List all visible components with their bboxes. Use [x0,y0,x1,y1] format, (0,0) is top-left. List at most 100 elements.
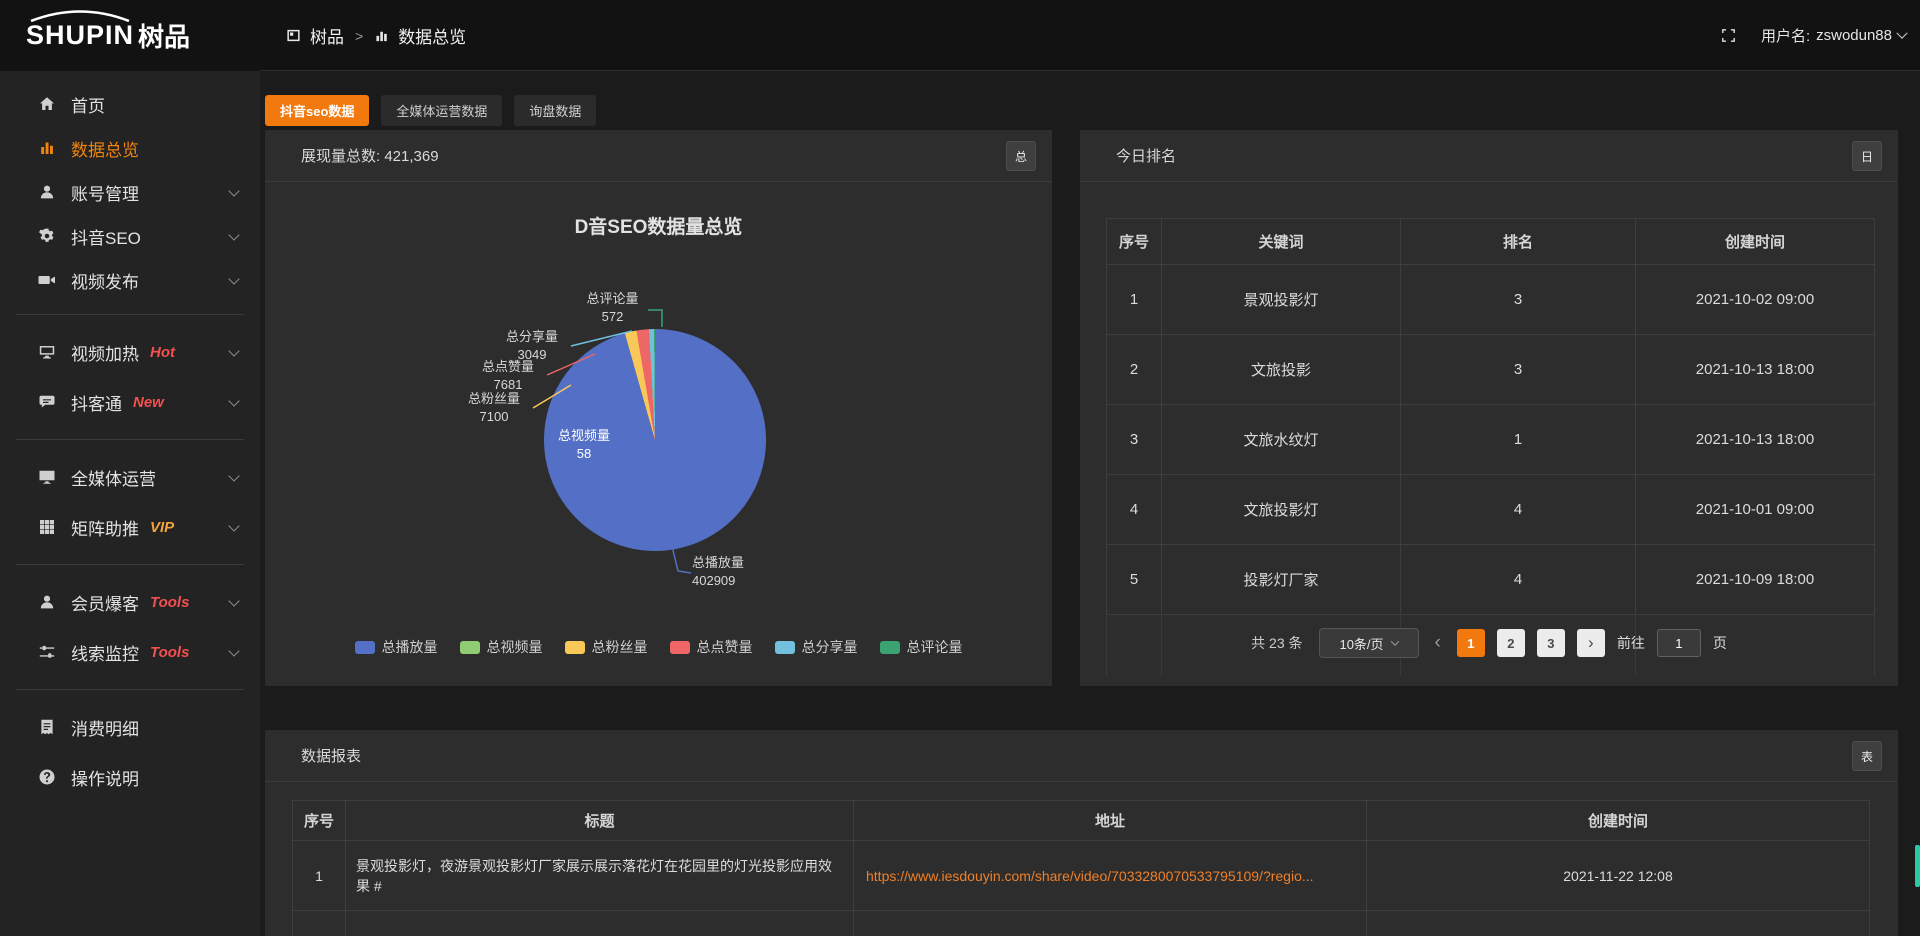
legend-swatch [774,640,795,654]
chevron-down-icon [228,469,240,482]
question-icon [39,769,55,785]
sidebar-item-video-heat[interactable]: 视频加热 Hot [0,327,260,377]
pagination: 共 23 条 10条/页 ‹ 1 2 3 › 前往 页 [1080,628,1898,658]
username-label: 用户名: [1760,28,1811,45]
sidebar-divider [16,689,244,690]
sidebar-item-video-publish[interactable]: 视频发布 [0,258,260,302]
pie-label-plays: 总播放量 402909 [692,555,745,588]
table-row: 5 投影灯厂家 4 2021-10-09 18:00 [1106,544,1875,615]
sidebar-divider [16,564,244,565]
home-icon [40,97,54,110]
table-row: 4 文旅投影灯 4 2021-10-01 09:00 [1106,474,1875,545]
report-table-header-row: 序号 标题 地址 创建时间 [292,800,1870,841]
badge-vip: VIP [150,518,175,536]
page-button-1[interactable]: 1 [1456,629,1485,657]
page-button-2[interactable]: 2 [1496,629,1525,657]
today-rank-header: 今日排名 日 [1080,130,1898,182]
user-menu[interactable]: 用户名: zswodun88 [1760,25,1908,46]
chevron-down-icon [228,394,240,407]
goto-page-input[interactable] [1656,629,1701,657]
sliders-icon [39,645,55,658]
legend-item-likes[interactable]: 总点赞量 [669,637,753,657]
chevron-down-icon [228,594,240,607]
impressions-panel-header: 展现量总数: 421,369 总 [265,130,1052,182]
grid-icon [40,520,54,534]
sidebar-item-clue-monitor[interactable]: 线索监控 Tools [0,627,260,677]
report-table: 序号 标题 地址 创建时间 1 景观投影灯，夜游景观投影灯厂家展示展示落花灯在花… [292,800,1870,936]
legend-item-shares[interactable]: 总分享量 [774,637,858,657]
legend-item-plays[interactable]: 总播放量 [354,637,438,657]
receipt-icon [41,719,53,735]
chevron-down-icon [228,644,240,657]
logo: SHUPIN 树品 [26,0,260,71]
chart-title: D音SEO数据量总览 [574,217,743,238]
sidebar-item-douketong[interactable]: 抖客通 New [0,377,260,427]
legend-item-comments[interactable]: 总评论量 [879,637,963,657]
sidebar-item-douyin-seo[interactable]: 抖音SEO [0,214,260,258]
sidebar-item-media-operation[interactable]: 全媒体运营 [0,452,260,502]
tab-media-operation-data[interactable]: 全媒体运营数据 [381,95,503,126]
table-row: 1 景观投影灯 3 2021-10-02 09:00 [1106,264,1875,335]
chevron-down-icon [1390,637,1399,646]
header-right: 用户名: zswodun88 [1720,0,1908,71]
pie-label-fans: 总粉丝量 7100 [467,391,520,424]
legend-swatch [669,640,690,654]
chart-legend: 总播放量 总视频量 总粉丝量 总点赞量 总分享量 总评论量 [265,637,1052,657]
table-row: 1 景观投影灯，夜游景观投影灯厂家展示展示落花灯在花园里的灯光投影应用效果 # … [292,840,1870,911]
monitor-icon [39,470,55,484]
logo-text-cn: 树品 [138,22,191,52]
pie-label-comments: 总评论量 572 [586,291,639,324]
legend-item-videos[interactable]: 总视频量 [459,637,543,657]
table-toggle-button[interactable]: 表 [1852,741,1882,771]
legend-item-fans[interactable]: 总粉丝量 [564,637,648,657]
username-value: zswodun88 [1816,27,1892,44]
chevron-down-icon [228,344,240,357]
sidebar-item-account-management[interactable]: 账号管理 [0,170,260,214]
video-link[interactable]: https://www.iesdouyin.com/share/video/70… [866,867,1314,884]
user-icon [40,185,54,199]
prev-page-button[interactable]: ‹ [1434,632,1441,653]
badge-tools: Tools [150,593,190,611]
video-title: 景观投影灯，夜游景观投影灯厂家展示展示落花灯在花园里的灯光投影应用效果 # [345,840,854,911]
page-size-select[interactable]: 10条/页 [1318,628,1419,658]
rank-table-header-row: 序号 关键词 排名 创建时间 [1106,218,1875,265]
sidebar-item-home[interactable]: 首页 [0,82,260,126]
day-toggle-button[interactable]: 日 [1852,141,1882,171]
logo-text-en: SHUPIN [26,20,135,50]
breadcrumb-root[interactable]: 树品 [310,28,344,47]
gear-icon [39,228,54,242]
tab-bar: 抖音seo数据 全媒体运营数据 询盘数据 [265,95,597,126]
legend-swatch [459,640,480,654]
impressions-panel: 展现量总数: 421,369 总 D音SEO数据量总览 总评论量 572 总分 [265,130,1052,686]
sidebar-item-consumption-detail[interactable]: 消费明细 [0,702,260,752]
next-page-button[interactable]: › [1576,629,1605,657]
goto-label: 前往 [1616,635,1645,651]
total-toggle-button[interactable]: 总 [1006,141,1036,171]
chevron-down-icon [228,184,240,197]
badge-tools: Tools [150,643,190,661]
pie-label-likes: 总点赞量 7681 [481,359,534,392]
person-icon [40,595,54,609]
screen-icon [39,346,55,359]
tab-inquiry-data[interactable]: 询盘数据 [514,95,597,126]
scrollbar-thumb[interactable] [1915,845,1920,887]
today-rank-panel: 今日排名 日 序号 关键词 排名 创建时间 1 景观投影灯 3 2021-10-02 … [1080,130,1898,686]
bar-chart-icon [374,28,389,43]
table-row [292,910,1870,936]
main-content: 抖音seo数据 全媒体运营数据 询盘数据 展现量总数: 421,369 总 D音… [260,71,1920,936]
bar-chart-icon [41,142,53,154]
logo-arc [30,10,130,22]
sidebar-item-member-baoke[interactable]: 会员爆客 Tools [0,577,260,627]
chat-icon [39,395,55,408]
tab-douyin-seo-data[interactable]: 抖音seo数据 [265,95,370,126]
page-button-3[interactable]: 3 [1536,629,1565,657]
sidebar-item-operation-guide[interactable]: 操作说明 [0,752,260,802]
today-rank-title: 今日排名 [1116,148,1177,165]
fullscreen-icon[interactable] [1720,27,1737,44]
legend-swatch [879,640,900,654]
sidebar-item-matrix-boost[interactable]: 矩阵助推 VIP [0,502,260,552]
table-row: 2 文旅投影 3 2021-10-13 18:00 [1106,334,1875,405]
chevron-down-icon [1896,27,1908,39]
sidebar-item-data-overview[interactable]: 数据总览 [0,126,260,170]
